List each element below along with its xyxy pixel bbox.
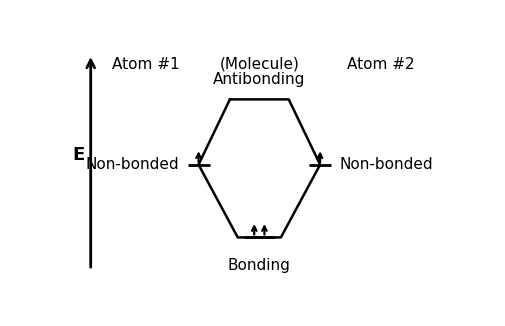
Text: Atom #2: Atom #2 [346,57,414,72]
Text: Non-bonded: Non-bonded [339,157,433,172]
Text: E: E [73,146,85,164]
Text: Antibonding: Antibonding [213,72,305,87]
Text: Bonding: Bonding [227,258,290,273]
Text: Atom #1: Atom #1 [112,57,179,72]
Text: (Molecule): (Molecule) [219,57,298,72]
Text: Non-bonded: Non-bonded [85,157,178,172]
